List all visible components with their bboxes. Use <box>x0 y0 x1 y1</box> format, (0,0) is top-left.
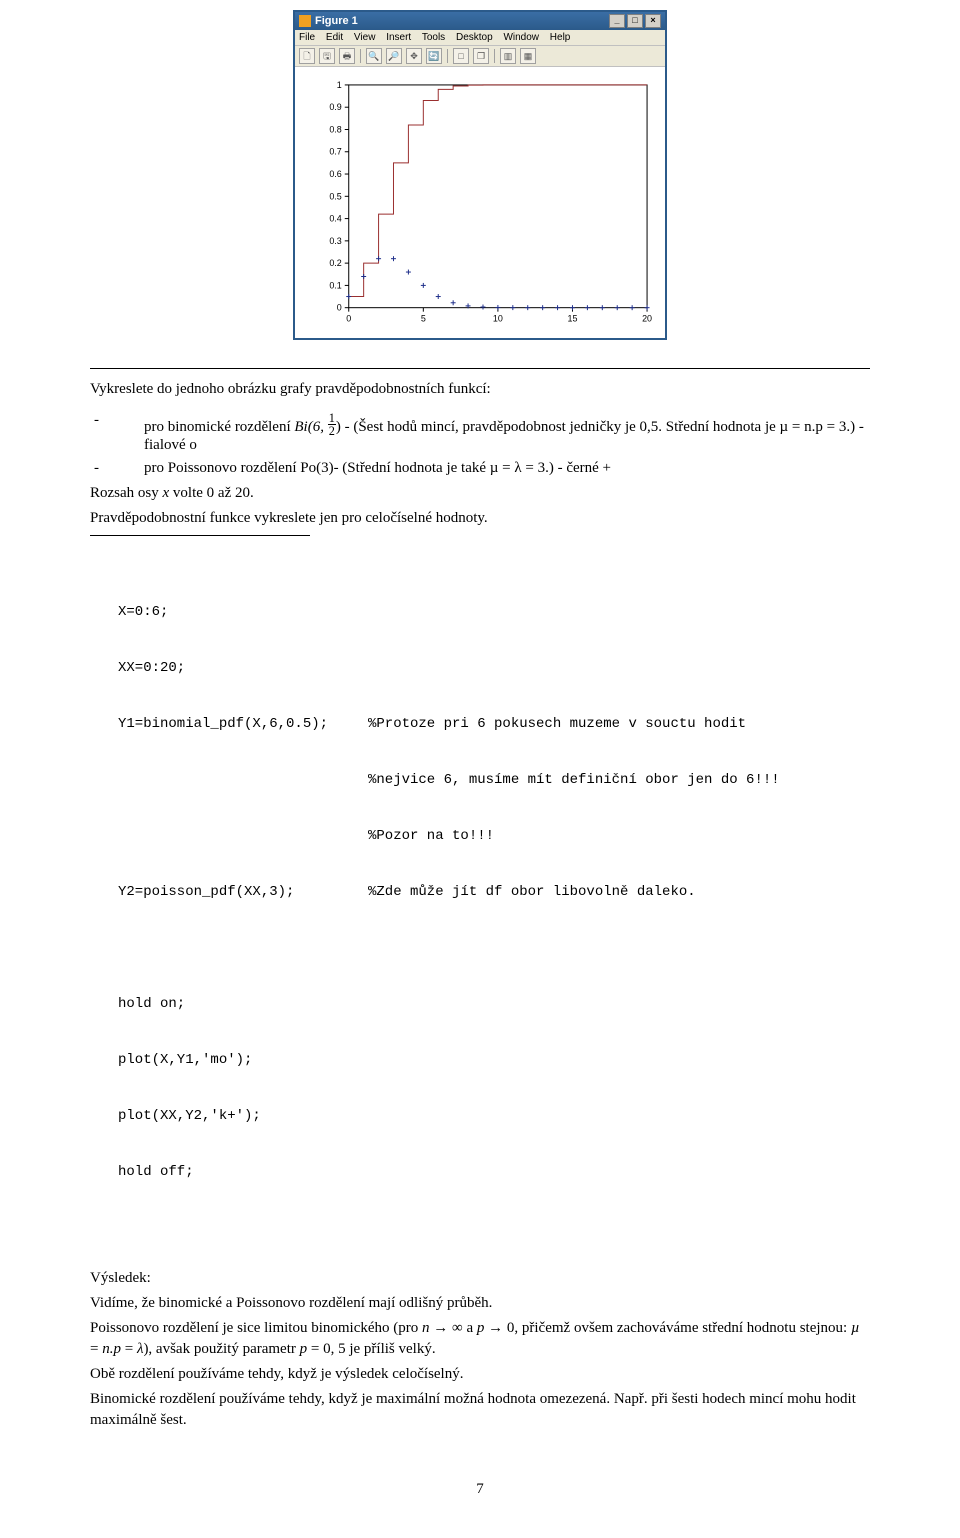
figure-title: Figure 1 <box>315 15 609 27</box>
code-block: X=0:6; XX=0:20; Y1=binomial_pdf(X,6,0.5)… <box>118 570 870 1242</box>
code-l4-right: %Zde může jít df obor libovolně daleko. <box>368 878 870 906</box>
task-block: Vykreslete do jednoho obrázku grafy prav… <box>90 381 870 528</box>
svg-text:0: 0 <box>337 303 342 313</box>
toolbar-separator <box>360 49 361 63</box>
code-l3c: %Pozor na to!!! <box>368 822 870 850</box>
horizontal-rule-top <box>90 368 870 369</box>
bullet-1-text: pro binomické rozdělení Bi(6, 12) - (Šes… <box>144 412 870 455</box>
svg-text:0.1: 0.1 <box>329 280 341 290</box>
tool-save-icon[interactable]: 🖫 <box>319 48 335 64</box>
plot-area: 00.10.20.30.40.50.60.70.80.9105101520 <box>295 67 665 338</box>
code-blank <box>118 934 870 962</box>
svg-text:10: 10 <box>493 314 503 324</box>
frac-num: 1 <box>328 412 336 425</box>
chart-svg: 00.10.20.30.40.50.60.70.80.9105101520 <box>301 73 659 332</box>
svg-text:20: 20 <box>642 314 652 324</box>
menu-help[interactable]: Help <box>550 32 571 43</box>
result-p1: Vidíme, že binomické a Poissonovo rozděl… <box>90 1293 870 1314</box>
svg-text:5: 5 <box>421 314 426 324</box>
figure-icon <box>299 15 311 27</box>
tool-zoomin-icon[interactable]: 🔍 <box>366 48 382 64</box>
tool-datacursor-icon[interactable]: □ <box>453 48 469 64</box>
bullet-dash-2: - <box>90 460 144 477</box>
tool-pan-icon[interactable]: ✥ <box>406 48 422 64</box>
tool-rotate-icon[interactable]: 🔄 <box>426 48 442 64</box>
bullet-2: - pro Poissonovo rozdělení Po(3)- (Střed… <box>90 460 870 477</box>
code-l3-left: Y1=binomial_pdf(X,6,0.5); <box>118 710 368 738</box>
tool-print-icon[interactable]: 🖶 <box>339 48 355 64</box>
svg-text:0.6: 0.6 <box>329 169 341 179</box>
bullet1-prefix: pro binomické rozdělení <box>144 419 294 435</box>
svg-text:0.3: 0.3 <box>329 236 341 246</box>
tool-layout2-icon[interactable]: ▦ <box>520 48 536 64</box>
toolbar-separator-3 <box>494 49 495 63</box>
result-p3: Obě rozdělení používáme tehdy, když je v… <box>90 1364 870 1385</box>
svg-text:0.8: 0.8 <box>329 124 341 134</box>
close-btn[interactable]: × <box>645 14 661 28</box>
task-intro: Vykreslete do jednoho obrázku grafy prav… <box>90 381 870 398</box>
result-head: Výsledek: <box>90 1268 870 1289</box>
result-block: Výsledek: Vidíme, že binomické a Poisson… <box>90 1268 870 1431</box>
svg-text:1: 1 <box>337 80 342 90</box>
code-l2: XX=0:20; <box>118 654 870 682</box>
tool-zoomout-icon[interactable]: 🔎 <box>386 48 402 64</box>
code-l5: hold on; <box>118 990 870 1018</box>
code-l1: X=0:6; <box>118 598 870 626</box>
figure-menubar: File Edit View Insert Tools Desktop Wind… <box>295 30 665 46</box>
task-line3: Rozsah osy x volte 0 až 20. <box>90 485 870 502</box>
maximize-btn[interactable]: □ <box>627 14 643 28</box>
svg-text:15: 15 <box>568 314 578 324</box>
code-l7: plot(XX,Y2,'k+'); <box>118 1102 870 1130</box>
menu-file[interactable]: File <box>299 32 315 43</box>
horizontal-rule-short <box>90 535 310 536</box>
menu-view[interactable]: View <box>354 32 376 43</box>
menu-window[interactable]: Window <box>503 32 539 43</box>
result-p4: Binomické rozdělení používáme tehdy, kdy… <box>90 1389 870 1431</box>
one-half-fraction: 12 <box>328 412 336 438</box>
bullet-dash: - <box>90 412 144 455</box>
result-p2: Poissonovo rozdělení je sice limitou bin… <box>90 1318 870 1360</box>
menu-edit[interactable]: Edit <box>326 32 343 43</box>
svg-text:0.9: 0.9 <box>329 102 341 112</box>
code-l8: hold off; <box>118 1158 870 1186</box>
figure-titlebar: Figure 1 _ □ × <box>295 12 665 30</box>
figure-container: Figure 1 _ □ × File Edit View Insert Too… <box>90 0 870 368</box>
svg-text:0: 0 <box>346 314 351 324</box>
toolbar-separator-2 <box>447 49 448 63</box>
svg-text:0.4: 0.4 <box>329 214 341 224</box>
svg-text:0.2: 0.2 <box>329 258 341 268</box>
tool-new-icon[interactable]: 🗋 <box>299 48 315 64</box>
bullet-1: - pro binomické rozdělení Bi(6, 12) - (Š… <box>90 412 870 455</box>
code-l3-right: %Protoze pri 6 pokusech muzeme v souctu … <box>368 710 870 738</box>
minimize-btn[interactable]: _ <box>609 14 625 28</box>
figure-window: Figure 1 _ □ × File Edit View Insert Too… <box>293 10 667 340</box>
figure-toolbar: 🗋 🖫 🖶 🔍 🔎 ✥ 🔄 □ ❐ ▥ ▦ <box>295 46 665 67</box>
svg-text:0.5: 0.5 <box>329 191 341 201</box>
bullet1-dist: Bi(6, <box>294 419 327 435</box>
code-l3b: %nejvice 6, musíme mít definiční obor je… <box>368 766 870 794</box>
code-l4-left: Y2=poisson_pdf(XX,3); <box>118 878 368 906</box>
frac-den: 2 <box>328 425 336 437</box>
svg-text:0.7: 0.7 <box>329 147 341 157</box>
bullet-2-text: pro Poissonovo rozdělení Po(3)- (Střední… <box>144 460 870 477</box>
menu-insert[interactable]: Insert <box>386 32 411 43</box>
tool-colorbar-icon[interactable]: ❐ <box>473 48 489 64</box>
menu-tools[interactable]: Tools <box>422 32 445 43</box>
page-number: 7 <box>90 1481 870 1498</box>
code-l6: plot(X,Y1,'mo'); <box>118 1046 870 1074</box>
menu-desktop[interactable]: Desktop <box>456 32 493 43</box>
tool-layout1-icon[interactable]: ▥ <box>500 48 516 64</box>
task-line4: Pravděpodobnostní funkce vykreslete jen … <box>90 510 870 527</box>
